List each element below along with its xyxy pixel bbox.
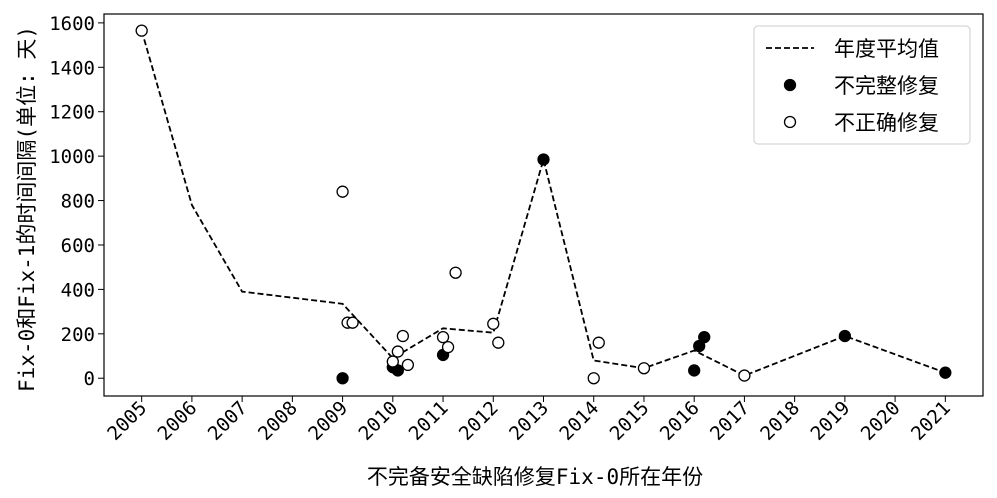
point-incorrect-fix: [396, 329, 410, 343]
legend-label: 年度平均值: [834, 37, 939, 61]
point-incorrect-fix: [401, 358, 415, 372]
point-incorrect-fix: [738, 369, 751, 382]
point-incorrect-fix: [449, 266, 462, 279]
y-tick-label: 1600: [49, 13, 95, 35]
y-tick-label: 400: [61, 279, 95, 301]
point-incomplete-fix: [537, 153, 550, 166]
y-tick-label: 0: [84, 368, 95, 390]
point-incomplete-fix: [838, 329, 852, 343]
point-incorrect-fix: [436, 330, 450, 344]
x-tick-label: 2015: [606, 397, 654, 445]
x-tick-label: 2013: [505, 397, 553, 445]
y-tick-label: 200: [61, 324, 95, 346]
point-incomplete-fix: [939, 366, 952, 379]
x-tick-label: 2009: [304, 397, 352, 445]
point-incorrect-fix: [386, 355, 399, 368]
y-tick-label: 1400: [49, 57, 95, 79]
x-tick-label: 2007: [204, 397, 252, 445]
point-incorrect-fix: [587, 372, 600, 385]
x-tick-label: 2006: [154, 397, 202, 445]
point-incorrect-fix: [135, 24, 148, 37]
x-axis-title: 不完备安全缺陷修复Fix-0所在年份: [367, 465, 703, 489]
series-line-average: [140, 30, 946, 377]
x-tick-label: 2012: [455, 397, 503, 445]
x-tick-label: 2014: [555, 397, 603, 445]
y-tick-label: 800: [61, 191, 95, 213]
point-incomplete-fix: [698, 330, 711, 344]
legend-swatch-incorrect: [783, 115, 797, 129]
point-incorrect-fix: [592, 336, 605, 349]
legend-label: 不正确修复: [834, 111, 939, 135]
point-incorrect-fix: [492, 336, 505, 349]
point-incorrect-fix: [637, 362, 651, 375]
x-tick-label: 2016: [656, 397, 704, 445]
legend-label: 不完整修复: [834, 74, 939, 98]
x-tick-label: 2020: [857, 397, 905, 445]
point-incorrect-fix: [346, 316, 359, 329]
x-tick-label: 2005: [103, 397, 151, 445]
point-incomplete-fix: [336, 372, 349, 385]
y-tick-label: 600: [61, 235, 95, 257]
x-tick-label: 2008: [254, 397, 302, 445]
legend-swatch-incomplete: [783, 78, 797, 92]
legend-box: [753, 25, 971, 145]
x-tick-label: 2011: [405, 397, 453, 445]
point-incorrect-fix: [391, 345, 404, 358]
x-tick-label: 2017: [706, 397, 754, 445]
x-tick-label: 2021: [907, 397, 955, 445]
y-axis-title: Fix-0和Fix-1的时间间隔(单位: 天): [15, 26, 39, 392]
point-incomplete-fix: [688, 364, 701, 377]
x-tick-label: 2019: [806, 397, 854, 445]
point-incorrect-fix: [487, 317, 500, 330]
y-tick-label: 1000: [49, 146, 95, 168]
point-incorrect-fix: [336, 185, 349, 198]
x-tick-label: 2010: [354, 397, 402, 445]
y-tick-label: 1200: [49, 102, 95, 124]
point-incorrect-fix: [441, 340, 455, 354]
x-tick-label: 2018: [756, 397, 804, 445]
